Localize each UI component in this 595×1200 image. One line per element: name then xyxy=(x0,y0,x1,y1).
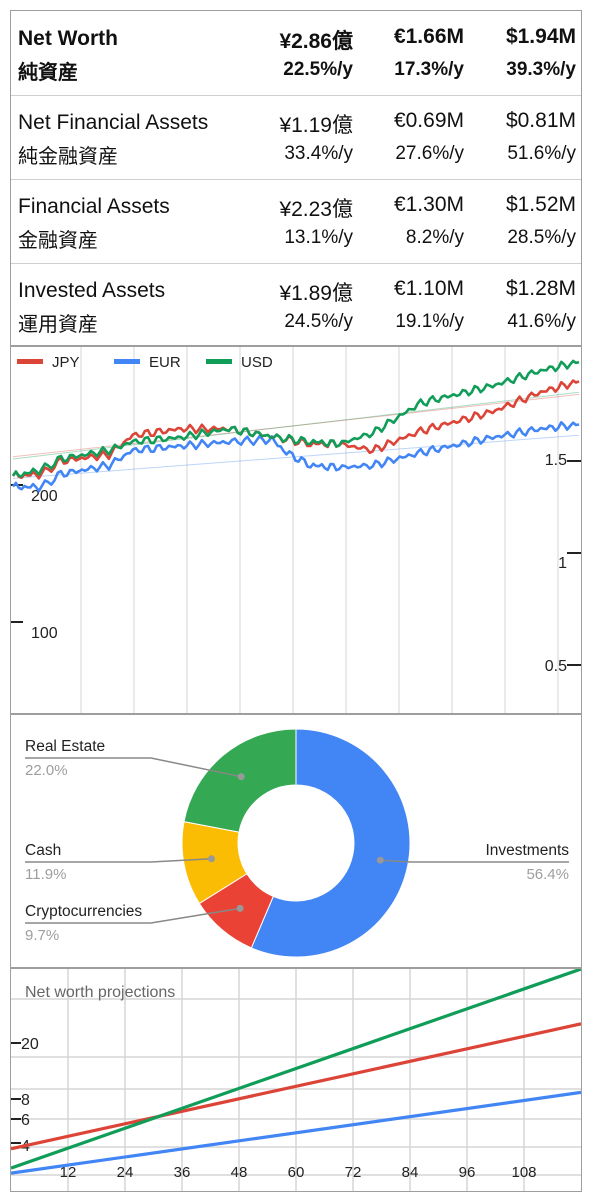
metric-label-en: Financial Assets xyxy=(18,195,170,218)
metric-rate: 28.5%/y xyxy=(507,227,576,248)
leader-line xyxy=(25,858,212,863)
legend-label: USD xyxy=(241,354,273,371)
right-axis-tick-label: 0.5 xyxy=(545,658,567,675)
series-line-usd xyxy=(11,359,580,478)
series-line-jpy xyxy=(11,379,580,480)
slice-label: Investments xyxy=(485,842,569,859)
metric-value: $1.28M xyxy=(505,277,576,300)
metric-rate: 24.5%/y xyxy=(284,311,353,332)
x-tick-label: 12 xyxy=(60,1164,77,1181)
metric-rate: 51.6%/y xyxy=(507,143,576,164)
metric-value: €1.30M xyxy=(393,193,464,216)
projection-title: Net worth projections xyxy=(25,984,175,1001)
metric-label-en: Net Worth xyxy=(18,27,118,50)
right-axis-tick-label: 1.5 xyxy=(545,452,567,469)
x-tick-label: 48 xyxy=(231,1164,248,1181)
leader-line xyxy=(25,757,242,778)
right-axis-tick-label: 1 xyxy=(558,555,567,572)
slice-label: Cryptocurrencies xyxy=(25,903,142,920)
legend-label: EUR xyxy=(149,354,181,371)
y-tick-label: 20 xyxy=(21,1036,39,1053)
projection-line xyxy=(10,1022,582,1151)
metric-row: Net Worth 純資産 ¥2.86億 €1.66M $1.94M 22.5%/y 17.… xyxy=(11,11,581,96)
metric-rate: 27.6%/y xyxy=(395,143,464,164)
x-tick-label: 36 xyxy=(174,1164,191,1181)
x-tick-label: 24 xyxy=(117,1164,134,1181)
left-axis-tick-label: 100 xyxy=(31,625,58,642)
x-tick-label: 96 xyxy=(459,1164,476,1181)
metric-value: €0.69M xyxy=(393,109,464,132)
asset-history-svg: 200 100 1.5 1 0.5 JPY EUR USD xyxy=(11,347,581,713)
slice-percent: 22.0% xyxy=(25,762,68,779)
legend-swatch xyxy=(17,359,43,364)
leader-dot xyxy=(236,904,244,912)
legend-label: JPY xyxy=(52,354,80,371)
left-axis-tick-label: 200 xyxy=(31,488,58,505)
x-tick-label: 60 xyxy=(288,1164,305,1181)
trendline xyxy=(12,391,580,460)
metric-value: $1.94M xyxy=(505,25,576,48)
slice-label: Cash xyxy=(25,842,61,859)
projection-line xyxy=(10,1090,582,1175)
metric-rate: 22.5%/y xyxy=(283,59,353,80)
metric-label-en: Net Financial Assets xyxy=(18,111,209,134)
metric-rate: 33.4%/y xyxy=(284,143,353,164)
metric-rate: 19.1%/y xyxy=(395,311,464,332)
x-tick-label: 108 xyxy=(511,1164,536,1181)
metric-value: $1.52M xyxy=(505,193,576,216)
allocation-chart: Investments 56.4% Cryptocurrencies 9.7% Cash… xyxy=(10,714,582,968)
metric-value: $0.81M xyxy=(505,109,576,132)
metric-row: Net Financial Assets 純金融資産 ¥1.19億 €0.69M $0.… xyxy=(11,95,581,180)
metric-label-ja: 純金融資産 xyxy=(18,144,118,168)
metric-label-ja: 純資産 xyxy=(18,60,78,84)
asset-history-chart: 200 100 1.5 1 0.5 JPY EUR USD xyxy=(10,346,582,714)
projection-line xyxy=(10,967,582,1170)
y-tick-label: 6 xyxy=(21,1112,30,1129)
slice-percent: 9.7% xyxy=(25,927,59,944)
slice-real-estate xyxy=(183,728,297,833)
leader-dot xyxy=(208,855,215,863)
metric-value: €1.10M xyxy=(393,277,464,300)
slice-percent: 11.9% xyxy=(25,866,66,883)
legend-swatch xyxy=(114,359,140,364)
metric-rate: 39.3%/y xyxy=(506,59,576,80)
allocation-svg: Investments 56.4% Cryptocurrencies 9.7% Cash… xyxy=(25,728,569,958)
metric-label-ja: 運用資産 xyxy=(18,312,98,336)
metrics-table: Net Worth 純資産 ¥2.86億 €1.66M $1.94M 22.5%/y 17.… xyxy=(10,10,582,346)
metric-rate: 13.1%/y xyxy=(284,227,353,248)
slice-investments xyxy=(250,728,411,958)
metric-value: ¥2.86億 xyxy=(279,30,353,53)
metric-rate: 17.3%/y xyxy=(394,59,464,80)
metric-row: Invested Assets 運用資産 ¥1.89億 €1.10M $1.28M 24.… xyxy=(11,263,581,347)
y-tick-label: 8 xyxy=(21,1092,30,1109)
x-tick-label: 72 xyxy=(345,1164,362,1181)
slice-label: Real Estate xyxy=(25,738,105,755)
metric-value: ¥1.89億 xyxy=(279,282,353,305)
metric-value: ¥1.19億 xyxy=(279,114,353,137)
leader-line xyxy=(380,859,569,863)
trendline xyxy=(12,393,580,458)
metric-row: Financial Assets 金融資産 ¥2.23億 €1.30M $1.52M 13… xyxy=(11,179,581,264)
x-tick-label: 84 xyxy=(402,1164,419,1181)
trendline xyxy=(12,434,580,479)
series-line-eur xyxy=(11,421,580,493)
metric-value: ¥2.23億 xyxy=(279,198,353,221)
metric-rate: 8.2%/y xyxy=(405,227,464,248)
projection-chart: Net worth projections2086412243648607284… xyxy=(10,967,582,1192)
projection-svg: Net worth projections2086412243648607284… xyxy=(10,967,582,1191)
metric-value: €1.66M xyxy=(393,25,464,48)
slice-percent: 56.4% xyxy=(526,866,569,883)
legend-swatch xyxy=(206,359,232,364)
metric-label-en: Invested Assets xyxy=(18,279,166,302)
metric-label-ja: 金融資産 xyxy=(18,228,98,252)
leader-line xyxy=(25,907,241,924)
metric-rate: 41.6%/y xyxy=(507,311,576,332)
leader-dot xyxy=(237,773,245,781)
leader-dot xyxy=(376,856,384,864)
